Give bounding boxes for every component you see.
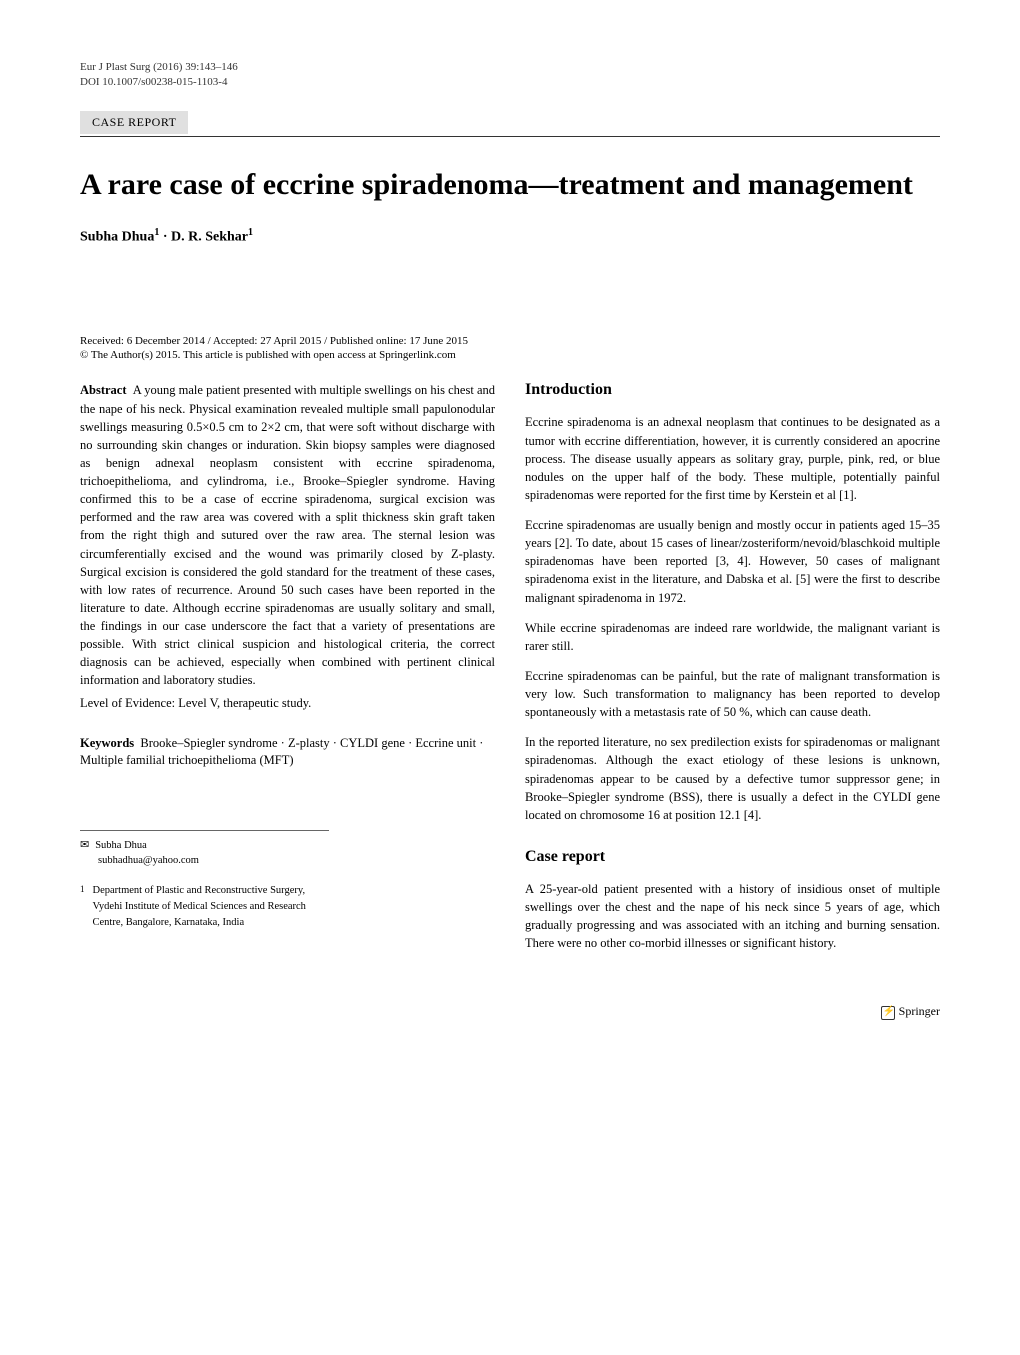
intro-p2: Eccrine spiradenomas are usually benign … — [525, 516, 940, 607]
author-separator: · — [159, 229, 171, 244]
keywords-text: Brooke–Spiegler syndrome · Z-plasty · CY… — [80, 736, 483, 768]
case-report-p1: A 25-year-old patient presented with a h… — [525, 880, 940, 953]
intro-p3: While eccrine spiradenomas are indeed ra… — [525, 619, 940, 655]
level-of-evidence: Level of Evidence: Level V, therapeutic … — [80, 696, 495, 711]
case-report-heading: Case report — [525, 848, 940, 866]
keywords-block: Keywords Brooke–Spiegler syndrome · Z-pl… — [80, 735, 495, 770]
corresponding-email: subhadhua@yahoo.com — [98, 855, 199, 866]
intro-p4: Eccrine spiradenomas can be painful, but… — [525, 667, 940, 721]
doi: DOI 10.1007/s00238-015-1103-4 — [80, 75, 940, 90]
divider — [80, 136, 940, 137]
affil-number: 1 — [80, 883, 85, 930]
two-column-layout: Abstract A young male patient presented … — [80, 381, 940, 964]
corresponding-name: Subha Dhua — [95, 840, 147, 851]
abstract-text: A young male patient presented with mult… — [80, 383, 495, 687]
left-column: Abstract A young male patient presented … — [80, 381, 495, 964]
abstract-block: Abstract A young male patient presented … — [80, 381, 495, 689]
author-info-block: ✉ Subha Dhua subhadhua@yahoo.com 1 Depart… — [80, 830, 329, 931]
copyright-line: © The Author(s) 2015. This article is pu… — [80, 349, 940, 361]
affiliation-block: 1 Department of Plastic and Reconstructi… — [80, 883, 329, 930]
header-meta: Eur J Plast Surg (2016) 39:143–146 DOI 1… — [80, 60, 940, 91]
keywords-label: Keywords — [80, 736, 134, 750]
article-title: A rare case of eccrine spiradenoma—treat… — [80, 167, 940, 203]
intro-p1: Eccrine spiradenoma is an adnexal neopla… — [525, 413, 940, 504]
right-column: Introduction Eccrine spiradenoma is an a… — [525, 381, 940, 964]
publication-dates: Received: 6 December 2014 / Accepted: 27… — [80, 335, 940, 347]
envelope-icon: ✉ — [80, 839, 89, 851]
author-2-affil-sup: 1 — [248, 227, 253, 238]
affiliation-text: Department of Plastic and Reconstructive… — [93, 883, 330, 930]
author-1: Subha Dhua — [80, 229, 154, 244]
intro-p5: In the reported literature, no sex predi… — [525, 733, 940, 824]
publisher-name: Springer — [899, 1004, 940, 1018]
article-type-label: CASE REPORT — [80, 111, 188, 134]
springer-icon — [881, 1006, 895, 1020]
corresponding-author: ✉ Subha Dhua subhadhua@yahoo.com — [80, 837, 329, 870]
authors-line: Subha Dhua1 · D. R. Sekhar1 — [80, 227, 940, 246]
footer: Springer — [80, 1004, 940, 1019]
journal-ref: Eur J Plast Surg (2016) 39:143–146 — [80, 60, 940, 75]
abstract-label: Abstract — [80, 383, 127, 397]
introduction-heading: Introduction — [525, 381, 940, 399]
author-2: D. R. Sekhar — [171, 229, 248, 244]
